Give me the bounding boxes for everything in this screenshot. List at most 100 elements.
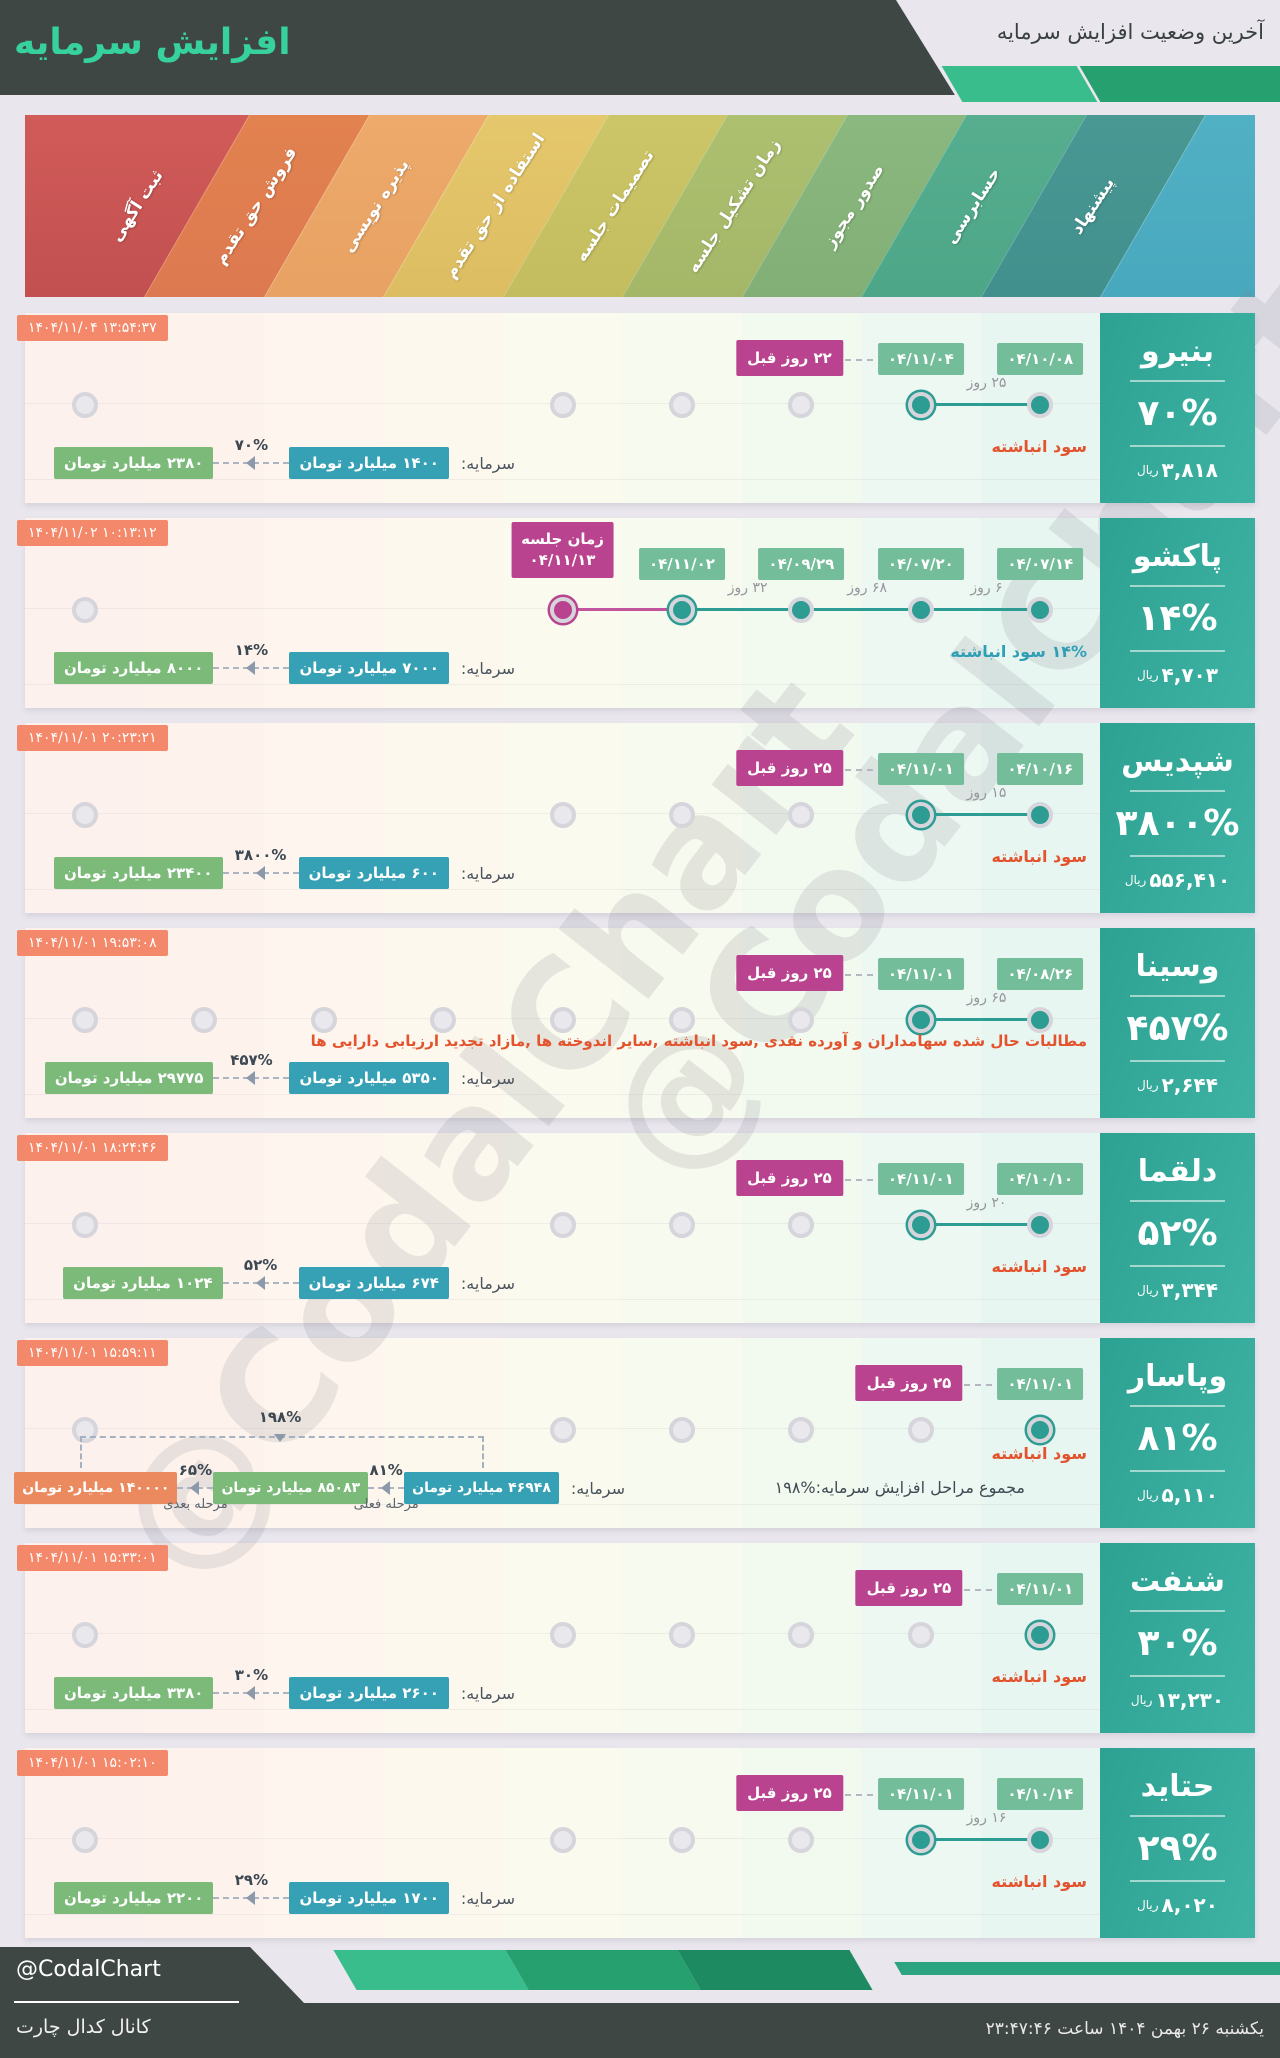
inactive-stage-dot — [788, 1007, 815, 1033]
date-badge: ۰۴/۰۸/۲۶ — [997, 958, 1084, 990]
note-text: سود انباشته — [991, 1444, 1087, 1463]
footer-divider — [14, 2001, 239, 2003]
capital-percent-label: ۴۵۷% — [230, 1051, 273, 1069]
stage-dot — [1027, 1622, 1054, 1648]
capital-percent-label: ۵۲% — [243, 1256, 278, 1274]
price-value: ۳,۸۱۸ — [1161, 458, 1218, 482]
timeline-line — [920, 1223, 1041, 1226]
company-name: وسینا — [1135, 949, 1220, 984]
capital-from-badge: ۱۴۰۰ میلیارد تومان — [289, 447, 449, 479]
inactive-stage-dot — [71, 802, 98, 828]
company-row: ۱۴۰۴/۱۱/۰۲ ۱۰:۱۳:۱۲ ۳۲ روز ۶۸ روز ۶ روز زمان… — [17, 518, 1255, 708]
stage-dot — [907, 1212, 934, 1238]
row-gridline — [25, 889, 1100, 890]
company-row: ۱۴۰۴/۱۱/۰۱ ۱۵:۵۹:۱۱ ۰۴/۱۱/۰۱ ۲۵ روز قبل سود… — [14, 1338, 1255, 1528]
date-badge: ۰۴/۱۰/۱۰ — [997, 1163, 1084, 1195]
capital-from-badge: ۲۶۰۰ میلیارد تومان — [289, 1677, 449, 1709]
note-text: سود انباشته — [991, 1257, 1087, 1276]
header-subtitle: آخرین وضعیت افزایش سرمایه — [996, 20, 1264, 44]
total-stages-percent: ۱۹۸% — [774, 1478, 816, 1497]
timestamp-badge: ۱۴۰۴/۱۱/۰۱ ۱۵:۰۲:۱۰ — [17, 1750, 168, 1776]
days-ago-badge: ۲۵ روز قبل — [855, 1570, 963, 1606]
company-card: بنیرو ۷۰% ۳,۸۱۸ ریال — [1100, 313, 1255, 503]
row-gridline — [25, 684, 1100, 685]
company-price: ۳,۸۱۸ ریال — [1137, 458, 1218, 482]
stage-dot — [1027, 1827, 1054, 1853]
inactive-stage-dot — [788, 1827, 815, 1853]
row-content: ۱۴۰۴/۱۱/۰۱ ۱۵:۳۳:۰۱ ۰۴/۱۱/۰۱ ۲۵ روز قبل سود… — [17, 1543, 1255, 1733]
capital-group: سرمایه: ۵۳۵۰ میلیارد تومان ۴۵۷% ۲۹۷۷۵ میلیا… — [44, 1051, 515, 1094]
company-name: وپاسار — [1127, 1359, 1228, 1394]
price-unit: ریال — [1124, 873, 1147, 887]
stage-dot — [907, 597, 934, 623]
stage-sublabel: مرحله بعدی — [163, 1497, 228, 1512]
capital-percent-label: ۳۰% — [234, 1666, 269, 1684]
note-text: سود انباشته — [991, 1872, 1087, 1891]
capital-label: سرمایه: — [460, 1683, 515, 1703]
inactive-stage-dot — [668, 1417, 695, 1443]
inactive-stage-dot — [907, 1417, 934, 1443]
company-name: حتاید — [1140, 1769, 1215, 1804]
days-ago-badge: ۲۲ روز قبل — [736, 340, 843, 376]
days-gap-label: ۳۲ روز — [727, 580, 768, 596]
inactive-stage-dot — [430, 1007, 457, 1033]
days-ago-badge: ۲۵ روز قبل — [736, 1160, 843, 1196]
company-percent: ۵۲% — [1137, 1213, 1218, 1254]
inactive-stage-dot — [71, 1007, 98, 1033]
row-gridline — [25, 1094, 1100, 1095]
date-badge: ۰۴/۱۰/۰۸ — [997, 343, 1084, 375]
capital-label: سرمایه: — [460, 658, 515, 678]
chevron-shape — [505, 1950, 701, 1990]
page-title: افزایش سرمایه — [14, 22, 291, 63]
company-percent: ۱۴% — [1137, 598, 1218, 639]
price-unit: ریال — [1137, 1898, 1159, 1912]
card-divider — [1130, 1610, 1225, 1612]
company-price: ۳,۳۴۴ ریال — [1137, 1278, 1218, 1302]
card-divider — [1130, 855, 1225, 857]
capital-percent-label: ۷۰% — [234, 436, 269, 454]
capital-value-badge: ۲۹۷۷۵ میلیارد تومان — [44, 1062, 214, 1094]
date-badge: ۰۴/۱۱/۰۱ — [997, 1368, 1084, 1400]
header-green-strip — [941, 66, 1098, 102]
capital-from-badge: ۷۰۰۰ میلیارد تومان — [289, 652, 449, 684]
row-gridline — [25, 1914, 1100, 1915]
row-content: ۱۴۰۴/۱۱/۰۱ ۱۸:۲۴:۴۶ ۲۰ روز ۰۴/۱۱/۰۱ ۰۴/۱۰/۱… — [17, 1133, 1255, 1323]
days-gap-label: ۲۵ روز — [966, 375, 1007, 391]
capital-group: سرمایه: ۶۰۰ میلیارد تومان ۳۸۰۰% ۲۳۴۰۰ میلیا… — [53, 846, 515, 889]
inactive-stage-dot — [907, 1622, 934, 1648]
capital-label: سرمایه: — [570, 1478, 625, 1498]
company-row: ۱۴۰۴/۱۱/۰۱ ۲۰:۲۳:۲۱ ۱۵ روز ۰۴/۱۱/۰۱ ۰۴/۱۰/۱… — [17, 723, 1255, 913]
row-gridline — [25, 1709, 1100, 1710]
capital-arrow: ۳۸۰۰% — [222, 846, 299, 880]
dashed-connector — [964, 1589, 993, 1591]
row-content: ۱۴۰۴/۱۱/۰۱ ۱۵:۰۲:۱۰ ۱۶ روز ۰۴/۱۱/۰۱ ۰۴/۱۰/۱… — [17, 1748, 1255, 1938]
timestamp-badge: ۱۴۰۴/۱۱/۰۱ ۱۸:۲۴:۴۶ — [17, 1135, 168, 1161]
timestamp-badge: ۱۴۰۴/۱۱/۰۱ ۱۵:۵۹:۱۱ — [17, 1340, 168, 1366]
stage-dot — [668, 597, 695, 623]
inactive-stage-dot — [668, 1622, 695, 1648]
company-price: ۸,۰۲۰ ریال — [1137, 1893, 1218, 1917]
capital-arrow: ۵۲% — [222, 1256, 299, 1290]
capital-from-badge: ۵۳۵۰ میلیارد تومان — [289, 1062, 449, 1094]
price-value: ۵,۱۱۰ — [1161, 1483, 1218, 1507]
company-name: بنیرو — [1140, 334, 1215, 369]
arrow-down-icon — [274, 1434, 286, 1442]
footer-chevrons — [333, 1950, 873, 1990]
company-card: وسینا ۴۵۷% ۲,۶۴۴ ریال — [1100, 928, 1255, 1118]
card-divider — [1130, 1815, 1225, 1817]
capital-group: سرمایه: ۱۴۰۰ میلیارد تومان ۷۰% ۲۳۸۰ میلیارد… — [53, 436, 515, 479]
company-percent: ۴۵۷% — [1126, 1008, 1229, 1049]
card-divider — [1130, 650, 1225, 652]
capital-arrow: ۶۵% مرحله بعدی — [163, 1461, 227, 1512]
date-badge: ۰۴/۱۱/۰۱ — [877, 958, 964, 990]
date-badge: ۰۴/۱۱/۰۴ — [877, 343, 964, 375]
timestamp-badge: ۱۴۰۴/۱۱/۰۲ ۱۰:۱۳:۱۲ — [17, 520, 168, 546]
capital-from-badge: ۴۶۹۴۸ میلیارد تومان — [404, 1472, 559, 1504]
stage-dot — [907, 1827, 934, 1853]
capital-from-badge: ۶۰۰ میلیارد تومان — [298, 857, 449, 889]
inactive-stage-dot — [668, 1007, 695, 1033]
capital-arrow: ۱۴% — [213, 641, 290, 675]
company-price: ۲,۶۴۴ ریال — [1137, 1073, 1218, 1097]
capital-percent-label: ۸۱% — [369, 1461, 403, 1479]
arrow-left-icon — [246, 1071, 256, 1085]
